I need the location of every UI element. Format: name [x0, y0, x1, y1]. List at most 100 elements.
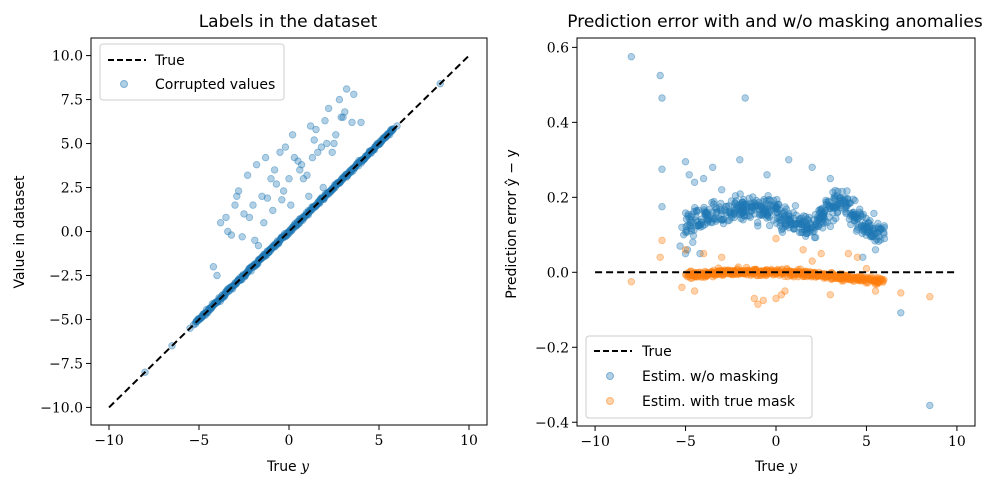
- data-point: [736, 156, 744, 164]
- band-point: [803, 222, 812, 231]
- band-point: [699, 271, 708, 279]
- band-point: [753, 271, 761, 280]
- band-point: [869, 277, 877, 285]
- band-point: [759, 197, 767, 206]
- band-point: [821, 272, 830, 280]
- band-point: [764, 204, 773, 213]
- data-point: [332, 131, 340, 139]
- data-point: [690, 178, 699, 186]
- band-point: [839, 277, 848, 285]
- band-point: [850, 274, 859, 282]
- band-point: [737, 214, 745, 223]
- data-point: [213, 271, 221, 280]
- data-point: [678, 283, 686, 291]
- band-point: [734, 263, 743, 271]
- band-point: [829, 203, 837, 211]
- band-point: [740, 208, 748, 216]
- data-point: [251, 236, 259, 244]
- band-point: [854, 276, 862, 284]
- band-point: [848, 274, 856, 283]
- band-point: [834, 187, 842, 196]
- band-point: [815, 206, 823, 215]
- band-point: [682, 215, 691, 223]
- band-point: [797, 220, 806, 228]
- band-point: [783, 214, 791, 222]
- band-point: [820, 272, 828, 280]
- data-point: [656, 71, 664, 80]
- band-point: [857, 277, 865, 285]
- band-point: [832, 202, 840, 211]
- band-point: [685, 214, 693, 223]
- band-point: [763, 214, 771, 222]
- band-point: [809, 270, 817, 278]
- band-point: [828, 275, 836, 283]
- band-point: [752, 196, 761, 205]
- band-point: [693, 218, 702, 226]
- band-point: [736, 203, 745, 211]
- band-point: [738, 203, 747, 211]
- band-point: [842, 208, 850, 216]
- band-point: [817, 207, 826, 215]
- band-point: [689, 231, 698, 240]
- right-legend-mask-swatch: [606, 397, 614, 405]
- band-point: [730, 210, 738, 219]
- band-point: [798, 270, 806, 278]
- band-point: [874, 219, 882, 228]
- series-0-points: [627, 53, 934, 410]
- band-point: [754, 201, 762, 209]
- x-tick-label: −10: [94, 433, 124, 449]
- band-point: [851, 196, 859, 205]
- band-point: [696, 220, 704, 229]
- band-point: [252, 261, 261, 269]
- band-point: [854, 276, 862, 284]
- band-point: [872, 276, 880, 285]
- band-point: [757, 202, 765, 211]
- band-point: [860, 227, 868, 236]
- data-point: [772, 234, 780, 243]
- band-point: [831, 186, 839, 195]
- band-point: [766, 201, 774, 209]
- band-point: [711, 271, 719, 279]
- band-point: [688, 274, 696, 282]
- band-point: [818, 218, 826, 226]
- data-point: [243, 171, 252, 179]
- band-point: [862, 279, 870, 287]
- band-point: [712, 217, 720, 225]
- band-point: [769, 216, 778, 224]
- band-point: [789, 208, 797, 217]
- band-point: [683, 273, 692, 281]
- band-point: [796, 215, 804, 223]
- band-point: [836, 204, 844, 212]
- band-point: [704, 216, 712, 224]
- band-point: [863, 228, 871, 236]
- band-point: [750, 199, 758, 207]
- data-point: [281, 143, 290, 151]
- band-point: [857, 210, 865, 218]
- band-point: [819, 209, 827, 217]
- band-point: [726, 209, 734, 217]
- band-point: [819, 212, 828, 221]
- left-chart-ylabel: Value in dataset: [12, 175, 28, 289]
- band-point: [880, 223, 888, 232]
- band-point: [821, 273, 829, 281]
- band-point: [838, 196, 847, 205]
- band-point: [850, 212, 859, 221]
- band-point: [853, 215, 861, 224]
- band-point: [787, 217, 795, 225]
- band-point: [796, 265, 805, 273]
- band-point: [370, 145, 379, 154]
- band-point: [836, 193, 844, 202]
- data-point: [287, 201, 295, 209]
- band-point: [841, 205, 849, 213]
- left-chart-ticks: −10 −5 0 5 10 −10.0 −7.5 −5.0 −2.5 0.0 2.5 5.0 7.5 10…: [40, 49, 478, 449]
- band-point: [871, 277, 879, 285]
- band-point: [687, 216, 695, 224]
- band-point: [821, 271, 829, 279]
- band-point: [807, 273, 816, 281]
- band-point: [837, 274, 845, 283]
- band-point: [739, 208, 748, 216]
- band-point: [878, 225, 886, 233]
- band-point: [775, 271, 784, 279]
- data-point: [683, 246, 692, 254]
- band-point: [705, 205, 714, 213]
